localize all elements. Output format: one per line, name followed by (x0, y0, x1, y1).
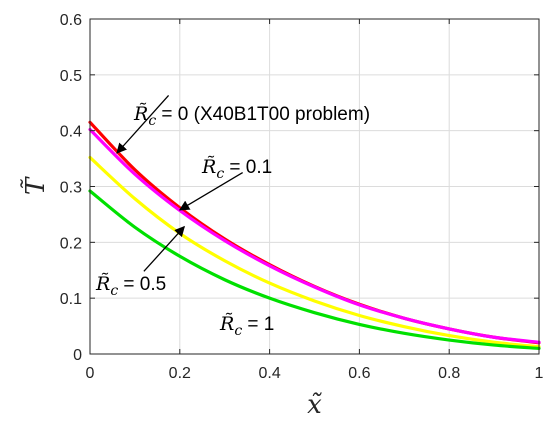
grid-lines (89, 18, 540, 355)
y-tick-label: 0.5 (60, 68, 82, 85)
y-tick-label: 0.6 (60, 12, 82, 29)
y-tick-label: 0.2 (60, 235, 82, 252)
x-tick-label: 0.4 (258, 365, 280, 382)
series-rc-0-1-line (88, 127, 541, 344)
series-layer (88, 120, 541, 351)
y-tick-label: 0.4 (60, 124, 82, 141)
annotation-rc-1-value: = 1 (242, 314, 274, 335)
annotations: R̃c = 0 (X40B1T00 problem) R̃c = 0.1 R̃c… (95, 95, 370, 339)
y-tick-label: 0.3 (60, 180, 82, 197)
x-tick-label: 0.8 (438, 365, 460, 382)
x-tick-label: 0.6 (348, 365, 370, 382)
annotation-rc-0-symbol: R̃ (133, 103, 148, 125)
annotation-rc-1-symbol: R̃ (219, 313, 234, 335)
annotation-rc-0-1: R̃c = 0.1 (201, 156, 272, 182)
annotation-rc-0-1-symbol: R̃ (201, 156, 216, 178)
series-rc-1-line (88, 189, 541, 351)
annotation-rc-0-5: R̃c = 0.5 (95, 273, 166, 299)
annotation-rc-0-5-value: = 0.5 (118, 274, 166, 295)
annotation-rc-1: R̃c = 1 (219, 313, 274, 339)
annotation-arrow-rc-0-5 (143, 225, 185, 272)
y-tick-labels: 0 0.1 0.2 0.3 0.4 0.5 0.6 (60, 12, 82, 364)
annotation-rc-0-value: = 0 (X40B1T00 problem) (156, 104, 370, 125)
y-tick-label: 0 (73, 347, 82, 364)
annotation-rc-0-subscript: c (148, 113, 156, 129)
annotation-rc-0-1-value: = 0.1 (224, 157, 272, 178)
annotation-rc-0-5-subscript: c (110, 283, 118, 299)
annotation-rc-0-1-subscript: c (216, 166, 224, 182)
series-rc-0-5-line (88, 155, 541, 349)
x-tick-label: 1 (535, 365, 544, 382)
x-tick-label: 0.2 (169, 365, 191, 382)
y-axis-label: T̃ (20, 176, 51, 195)
annotation-arrow-rc-0-1 (178, 171, 243, 211)
axes (89, 18, 540, 355)
x-tick-label: 0 (86, 365, 95, 382)
annotation-rc-0: R̃c = 0 (X40B1T00 problem) (133, 103, 370, 129)
y-tick-label: 0.1 (60, 291, 82, 308)
annotation-rc-1-subscript: c (234, 323, 242, 339)
x-tick-labels: 0 0.2 0.4 0.6 0.8 1 (86, 365, 544, 382)
annotation-arrow-rc-0 (116, 95, 170, 154)
x-axis-label: x̃ (307, 390, 322, 420)
annotation-rc-0-5-symbol: R̃ (95, 273, 110, 295)
